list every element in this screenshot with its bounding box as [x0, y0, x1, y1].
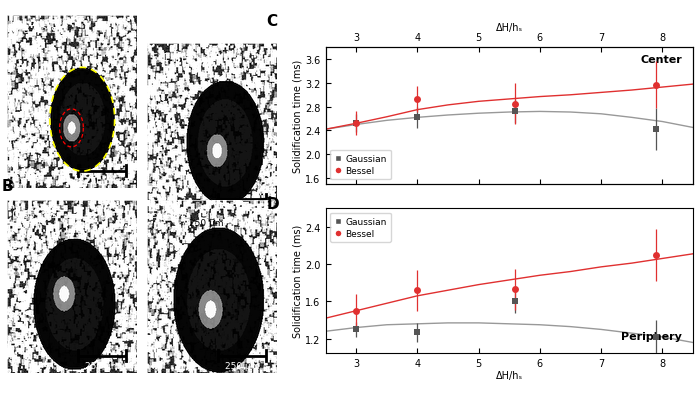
Y-axis label: Solidification time (ms): Solidification time (ms) [293, 224, 302, 337]
Y-axis label: Solidification time (ms): Solidification time (ms) [293, 60, 302, 173]
Text: A: A [2, 0, 13, 2]
Text: 0.87 ms: 0.87 ms [12, 25, 57, 34]
Text: 5.1 ms: 5.1 ms [152, 209, 190, 219]
Text: 250 μm: 250 μm [85, 361, 120, 370]
Text: Periphery: Periphery [621, 331, 682, 341]
Text: 250 μm: 250 μm [85, 176, 120, 185]
Text: 5.1 ms: 5.1 ms [152, 53, 190, 63]
Text: 250 μm: 250 μm [225, 361, 260, 370]
Text: Center: Center [640, 55, 682, 65]
Text: B: B [2, 178, 13, 194]
X-axis label: ΔH/hₛ: ΔH/hₛ [496, 371, 523, 381]
Legend: Gaussian, Bessel: Gaussian, Bessel [330, 213, 391, 243]
Legend: Gaussian, Bessel: Gaussian, Bessel [330, 150, 391, 180]
X-axis label: ΔH/hₛ: ΔH/hₛ [496, 22, 523, 32]
Text: 0.87 ms: 0.87 ms [12, 209, 57, 219]
Text: 250 μm: 250 μm [189, 219, 224, 227]
Text: C: C [267, 14, 278, 29]
Text: D: D [267, 197, 279, 212]
